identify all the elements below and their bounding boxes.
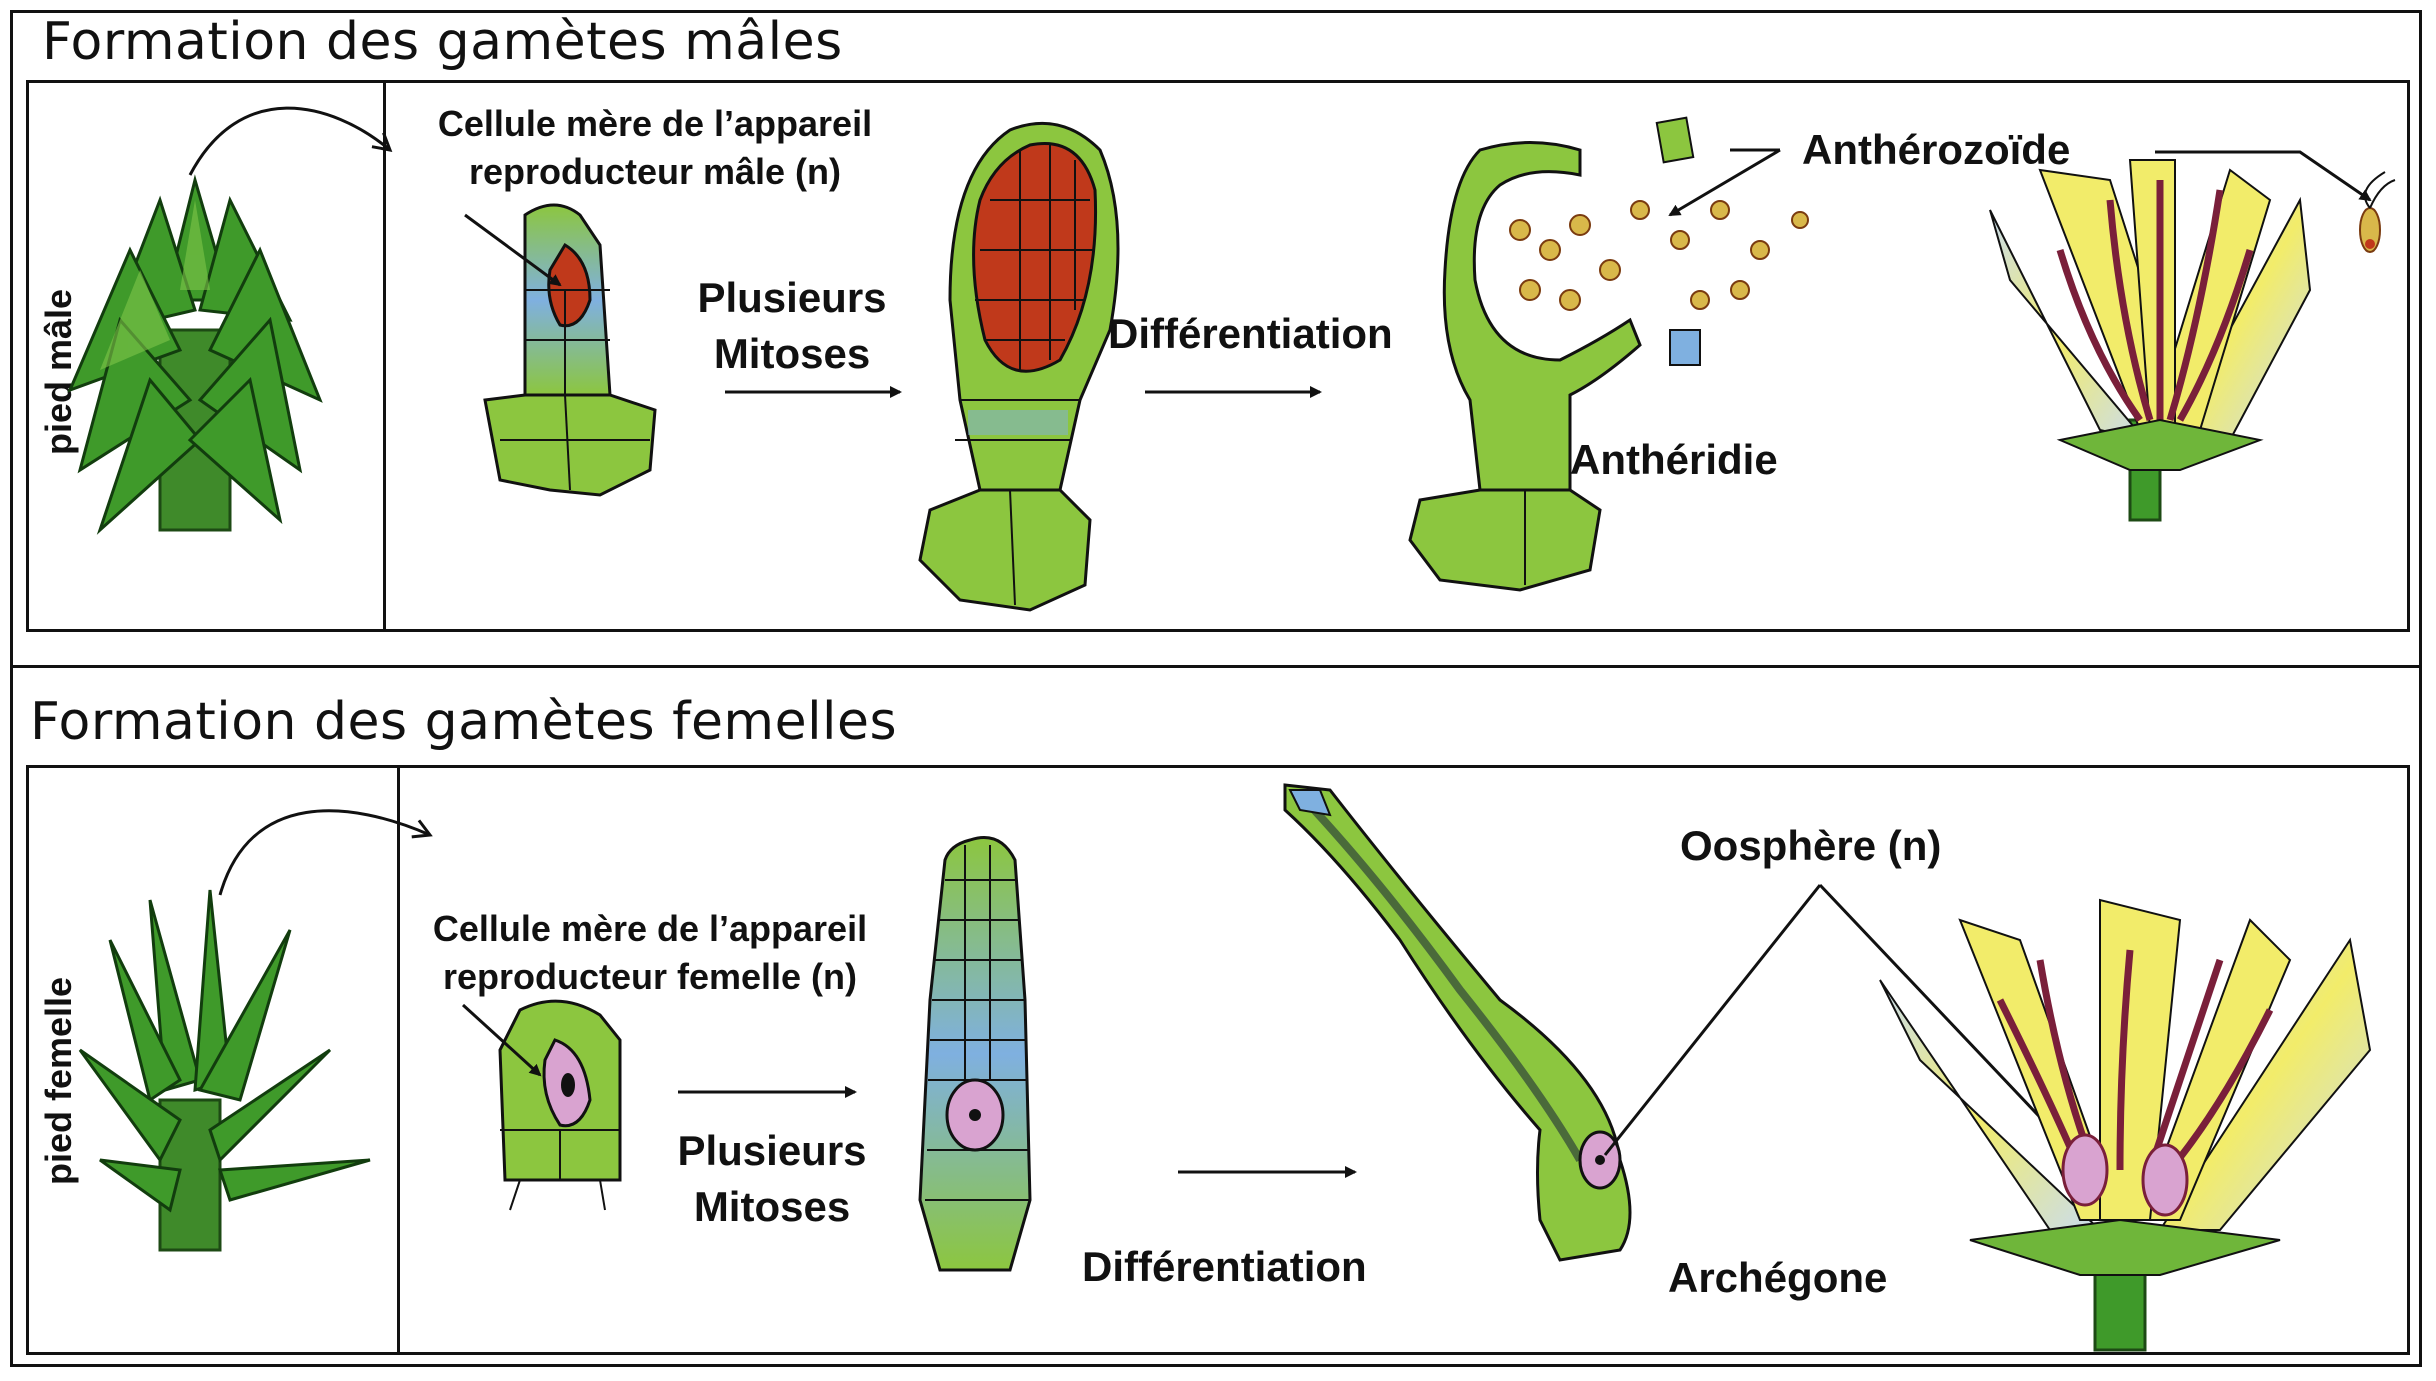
female-mitoses-stage-icon — [918, 836, 1032, 1272]
male-mitoses-label: Plusieurs Mitoses — [672, 270, 912, 382]
female-mitoses-line1: Plusieurs — [677, 1127, 867, 1174]
male-flower-icon — [1989, 159, 2312, 522]
female-mother-cell-pointer — [461, 1003, 542, 1077]
female-curved-arrow — [218, 809, 433, 896]
sperm-cell-icon — [2359, 171, 2396, 253]
male-moss-plant-icon — [67, 174, 323, 535]
female-mother-cell-icon — [498, 999, 622, 1211]
male-section-title: Formation des gamètes mâles — [42, 12, 843, 72]
antheridium-icon — [1408, 116, 1809, 592]
male-plant-panel — [26, 80, 386, 632]
antherozoide-label: Anthérozoïde — [1802, 126, 2071, 173]
female-plant-panel — [26, 765, 400, 1355]
female-flower-icon — [1879, 898, 2372, 1352]
section-divider — [10, 665, 2422, 668]
archegone-label: Archégone — [1668, 1254, 1888, 1301]
female-differentiation-label: Différentiation — [1082, 1243, 1367, 1290]
antherozoide-leader-right — [2155, 150, 2372, 202]
male-curved-arrow — [188, 106, 393, 176]
female-mother-cell-line2: reproducteur femelle (n) — [442, 956, 858, 997]
female-mitoses-label: Plusieurs Mitoses — [652, 1123, 892, 1235]
female-moss-plant-icon — [78, 889, 371, 1252]
oosphere-label: Oosphère (n) — [1680, 822, 1942, 869]
archegonium-icon — [1283, 783, 1632, 1262]
male-mitoses-line1: Plusieurs — [697, 274, 887, 321]
male-mother-cell-line1: Cellule mère de l’appareil — [437, 103, 873, 144]
male-mitoses-stage-icon — [918, 121, 1120, 612]
antheridie-label: Anthéridie — [1570, 436, 1778, 483]
female-section-title: Formation des gamètes femelles — [30, 692, 898, 752]
male-mother-cell-line2: reproducteur mâle (n) — [468, 151, 842, 192]
female-mother-cell-line1: Cellule mère de l’appareil — [432, 908, 868, 949]
figure-frame — [10, 10, 2422, 1367]
male-mother-cell-label: Cellule mère de l’appareil reproducteur … — [400, 100, 910, 196]
antherozoide-pointer — [1668, 148, 1781, 217]
male-mother-cell-icon — [483, 203, 657, 497]
male-mother-cell-pointer — [464, 213, 562, 287]
male-differentiation-label: Différentiation — [1108, 310, 1393, 357]
female-mitoses-line2: Mitoses — [693, 1183, 851, 1230]
female-mother-cell-label: Cellule mère de l’appareil reproducteur … — [400, 905, 900, 1001]
male-mitoses-line2: Mitoses — [713, 330, 871, 377]
